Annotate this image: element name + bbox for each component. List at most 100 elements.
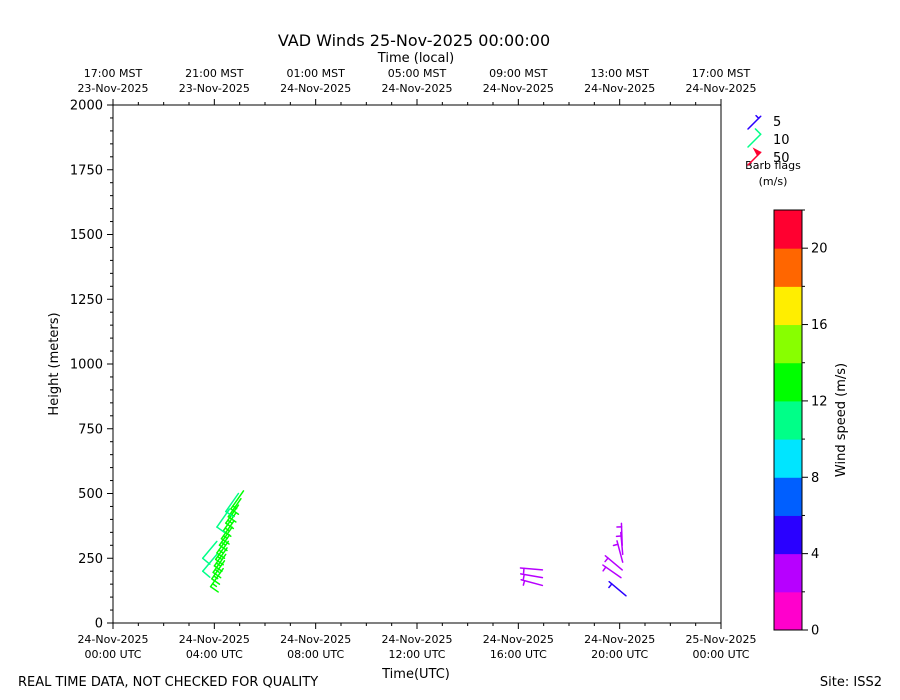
- barb-full: [216, 526, 226, 534]
- wind-barb: [602, 564, 622, 579]
- x-tick-date: 24-Nov-2025: [483, 633, 554, 646]
- y-tick-label: 1500: [70, 228, 103, 243]
- barb-half: [608, 583, 613, 589]
- barb-half: [224, 527, 230, 532]
- y-tick-label: 250: [78, 552, 103, 567]
- barbs-layer: [201, 490, 627, 597]
- barb-staff: [747, 133, 762, 148]
- top-tick-date: 24-Nov-2025: [381, 82, 452, 95]
- top-axis: 17:00 MST 23-Nov-2025 21:00 MST 23-Nov-2025…: [77, 67, 757, 105]
- top-tick-date: 24-Nov-2025: [483, 82, 554, 95]
- top-tick-time: 17:00 MST: [84, 67, 143, 80]
- colorbar-segment: [774, 400, 802, 440]
- barb-legend-title: Barb flags: [745, 159, 801, 172]
- barb-full: [230, 508, 240, 515]
- barb-half: [218, 549, 224, 554]
- wind-barb: [604, 555, 623, 571]
- barb-full: [211, 578, 221, 585]
- x-tick-time: 20:00 UTC: [591, 648, 648, 661]
- colorbar-tick-label: 20: [811, 242, 828, 257]
- y-tick-label: 2000: [70, 99, 103, 114]
- legend-barb: [747, 147, 762, 166]
- wind-barb: [519, 573, 544, 580]
- colorbar-segment: [774, 515, 802, 555]
- top-tick-time: 21:00 MST: [185, 67, 244, 80]
- barb-half: [612, 543, 619, 547]
- wind-barb: [225, 492, 240, 518]
- colorbar-segment: [774, 591, 802, 631]
- bottom-axis: 24-Nov-2025 00:00 UTC 24-Nov-2025 04:00 UTC…: [77, 623, 757, 661]
- x-tick-time: 08:00 UTC: [287, 648, 344, 661]
- colorbar-tick-label: 4: [811, 547, 819, 562]
- top-tick-date: 23-Nov-2025: [77, 82, 148, 95]
- top-tick-time: 01:00 MST: [286, 67, 345, 80]
- top-tick-time: 13:00 MST: [590, 67, 649, 80]
- legend-label: 5: [773, 115, 781, 130]
- y-tick-label: 1250: [70, 293, 103, 308]
- barb-legend-units: (m/s): [759, 175, 788, 188]
- barb-full: [201, 557, 211, 565]
- wind-barb: [201, 553, 218, 578]
- site-label: Site: ISS2: [820, 675, 882, 690]
- x-tick-time: 12:00 UTC: [388, 648, 445, 661]
- x-tick-time: 04:00 UTC: [186, 648, 243, 661]
- top-tick-time: 09:00 MST: [489, 67, 548, 80]
- barb-half: [220, 541, 227, 546]
- y-tick-label: 0: [95, 617, 103, 632]
- barb-half: [602, 566, 607, 572]
- top-tick-time: 05:00 MST: [388, 67, 447, 80]
- legend-barb: [747, 128, 762, 148]
- wind-barb: [612, 540, 624, 563]
- barb-full: [209, 585, 219, 593]
- x-tick-date: 24-Nov-2025: [77, 633, 148, 646]
- wind-barb: [213, 547, 228, 572]
- barb-flag: [752, 147, 762, 157]
- barb-half: [522, 573, 525, 580]
- barb-full: [216, 552, 226, 560]
- x-axis-label: Time(UTC): [381, 667, 450, 682]
- barb-full: [213, 565, 223, 572]
- colorbar-segment: [774, 248, 802, 287]
- barb-staff: [225, 492, 240, 513]
- colorbar-tick-label: 8: [811, 471, 819, 486]
- barb-full: [225, 510, 235, 518]
- x-tick-time: 16:00 UTC: [490, 648, 547, 661]
- barb-half: [232, 505, 238, 510]
- x-tick-date: 24-Nov-2025: [280, 633, 351, 646]
- wind-barb: [214, 540, 230, 566]
- top-tick-date: 24-Nov-2025: [584, 82, 655, 95]
- colorbar-segment: [774, 477, 802, 516]
- wind-barb: [519, 567, 544, 574]
- x-tick-time: 00:00 UTC: [84, 648, 141, 661]
- colorbar-label: Wind speed (m/s): [834, 363, 849, 477]
- top-tick-date: 24-Nov-2025: [685, 82, 756, 95]
- x-tick-time: 00:00 UTC: [692, 648, 749, 661]
- barb-staff: [201, 540, 218, 560]
- wind-barb: [218, 526, 233, 552]
- top-tick-time: 17:00 MST: [692, 67, 751, 80]
- wind-barb: [201, 540, 218, 565]
- barb-full: [754, 128, 762, 136]
- colorbar-segment: [774, 286, 802, 326]
- legend-label: 50: [773, 151, 790, 166]
- y-tick-label: 500: [78, 487, 103, 502]
- plot-area: [112, 104, 722, 624]
- colorbar-segment: [774, 553, 802, 593]
- colorbar-tick-label: 12: [811, 394, 828, 409]
- wind-barb: [608, 580, 627, 597]
- barb-full: [212, 571, 222, 579]
- chart-title: VAD Winds 25-Nov-2025 00:00:00: [278, 31, 550, 50]
- legend-barb: [747, 114, 762, 130]
- colorbar-tick-label: 0: [811, 624, 819, 639]
- y-axis: 0 250 500 750 1000 1250 1500 1750 2000: [70, 99, 113, 632]
- x-tick-date: 24-Nov-2025: [179, 633, 250, 646]
- barb-full: [201, 570, 211, 578]
- colorbar-segment: [774, 324, 802, 364]
- wind-barb: [520, 579, 544, 587]
- top-tick-date: 23-Nov-2025: [179, 82, 250, 95]
- top-tick-date: 24-Nov-2025: [280, 82, 351, 95]
- colorbar-segment: [774, 439, 802, 478]
- barb-half: [213, 575, 219, 580]
- barb-legend: Barb flags (m/s) 5 10 50: [745, 114, 801, 188]
